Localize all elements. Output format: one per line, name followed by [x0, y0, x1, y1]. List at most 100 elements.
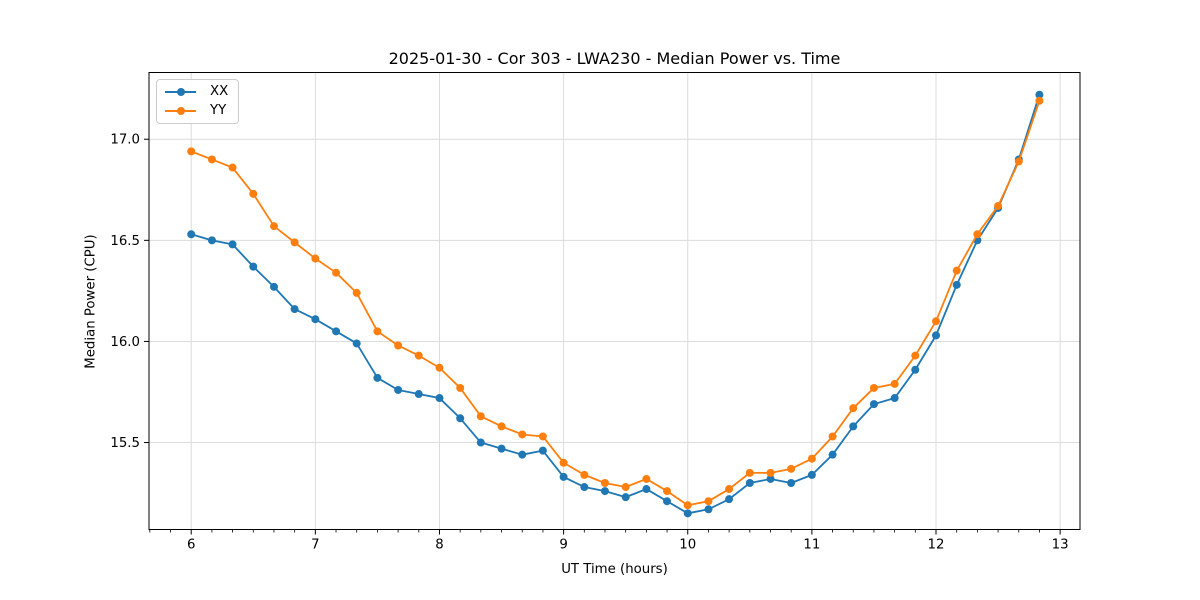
- y-axis-label: Median Power (CPU): [83, 234, 99, 369]
- data-point-xx: [207, 236, 216, 245]
- data-point-xx: [642, 485, 651, 494]
- data-point-yy: [270, 222, 278, 231]
- data-point-yy: [807, 454, 816, 463]
- data-point-yy: [725, 485, 734, 494]
- legend-entry-yy: YY: [165, 104, 228, 118]
- data-point-xx: [745, 478, 754, 487]
- x-tick-label: 13: [1052, 538, 1069, 553]
- data-point-xx: [187, 230, 196, 239]
- data-point-yy: [580, 470, 589, 479]
- data-point-xx: [849, 422, 858, 431]
- data-point-yy: [187, 147, 196, 156]
- data-point-xx: [683, 509, 692, 518]
- data-point-yy: [994, 201, 1003, 210]
- data-point-yy: [249, 189, 258, 198]
- data-point-xx: [725, 495, 734, 504]
- y-tick-label: 17.0: [110, 133, 140, 148]
- data-point-yy: [311, 254, 320, 263]
- data-point-yy: [559, 458, 568, 467]
- y-tick-label: 15.5: [110, 436, 140, 451]
- data-point-yy: [787, 464, 796, 473]
- data-point-yy: [414, 351, 423, 360]
- data-point-yy: [766, 468, 775, 477]
- data-point-yy: [373, 327, 382, 336]
- data-point-xx: [538, 446, 547, 455]
- x-tick-label: 7: [311, 538, 319, 553]
- data-point-xx: [414, 390, 423, 399]
- data-point-xx: [621, 493, 630, 502]
- x-tick-label: 8: [435, 538, 443, 553]
- data-point-xx: [270, 282, 278, 291]
- data-point-yy: [621, 483, 630, 492]
- data-point-yy: [228, 163, 237, 172]
- data-point-xx: [828, 450, 837, 459]
- x-tick-label: 9: [559, 538, 567, 553]
- data-point-xx: [518, 450, 527, 459]
- x-tick-label: 12: [928, 538, 945, 553]
- x-tick-label: 6: [187, 538, 195, 553]
- x-axis-label: UT Time (hours): [561, 562, 668, 577]
- data-point-yy: [952, 266, 961, 275]
- data-point-xx: [663, 497, 672, 506]
- legend-line-marker-icon: [165, 88, 196, 96]
- series-line-xx: [190, 94, 1041, 515]
- data-point-yy: [849, 404, 858, 413]
- data-point-yy: [1014, 157, 1023, 166]
- data-point-yy: [704, 497, 713, 506]
- data-point-yy: [1035, 96, 1044, 105]
- data-point-xx: [807, 470, 816, 479]
- legend-line-marker-icon: [165, 107, 196, 115]
- data-point-yy: [497, 422, 506, 431]
- data-point-xx: [580, 483, 589, 492]
- y-tick-label: 16.5: [110, 234, 140, 249]
- data-point-yy: [394, 341, 403, 350]
- data-point-yy: [332, 268, 341, 277]
- data-point-yy: [352, 288, 361, 297]
- data-point-yy: [207, 155, 216, 164]
- data-point-xx: [497, 444, 506, 453]
- plot-border: [148, 72, 1081, 530]
- data-point-yy: [476, 412, 485, 421]
- data-point-xx: [228, 240, 237, 249]
- data-point-yy: [538, 432, 547, 441]
- data-point-yy: [642, 474, 651, 483]
- data-point-xx: [373, 373, 382, 382]
- data-point-xx: [766, 474, 775, 483]
- data-point-xx: [952, 280, 961, 289]
- legend: XX YY: [156, 79, 240, 124]
- series-line-yy: [190, 100, 1041, 507]
- data-point-xx: [600, 487, 609, 496]
- data-point-yy: [745, 468, 754, 477]
- data-point-xx: [394, 385, 403, 394]
- x-tick-label: 10: [679, 538, 696, 553]
- data-point-xx: [787, 478, 796, 487]
- data-point-yy: [869, 383, 878, 392]
- data-point-xx: [1035, 90, 1044, 99]
- data-point-xx: [249, 262, 258, 271]
- data-point-xx: [932, 331, 941, 340]
- data-point-xx: [435, 394, 444, 403]
- data-point-yy: [932, 317, 941, 326]
- data-point-xx: [704, 505, 713, 514]
- data-point-xx: [869, 400, 878, 409]
- data-point-yy: [911, 351, 920, 360]
- x-tick-label: 11: [803, 538, 820, 553]
- data-point-yy: [290, 238, 299, 247]
- data-point-yy: [435, 363, 444, 372]
- data-point-xx: [559, 472, 568, 481]
- data-point-xx: [311, 315, 320, 324]
- chart-title: 2025-01-30 - Cor 303 - LWA230 - Median P…: [388, 49, 841, 68]
- data-point-xx: [332, 327, 341, 336]
- legend-entry-xx: XX: [165, 85, 228, 99]
- data-point-yy: [973, 230, 982, 239]
- data-point-xx: [476, 438, 485, 447]
- data-point-yy: [456, 383, 465, 392]
- legend-label-xx: XX: [210, 84, 229, 99]
- legend-label-yy: YY: [210, 103, 227, 118]
- data-point-xx: [456, 414, 465, 423]
- data-point-xx: [290, 305, 299, 314]
- data-point-yy: [518, 430, 527, 439]
- y-tick-label: 16.0: [110, 335, 140, 350]
- data-point-xx: [352, 339, 361, 348]
